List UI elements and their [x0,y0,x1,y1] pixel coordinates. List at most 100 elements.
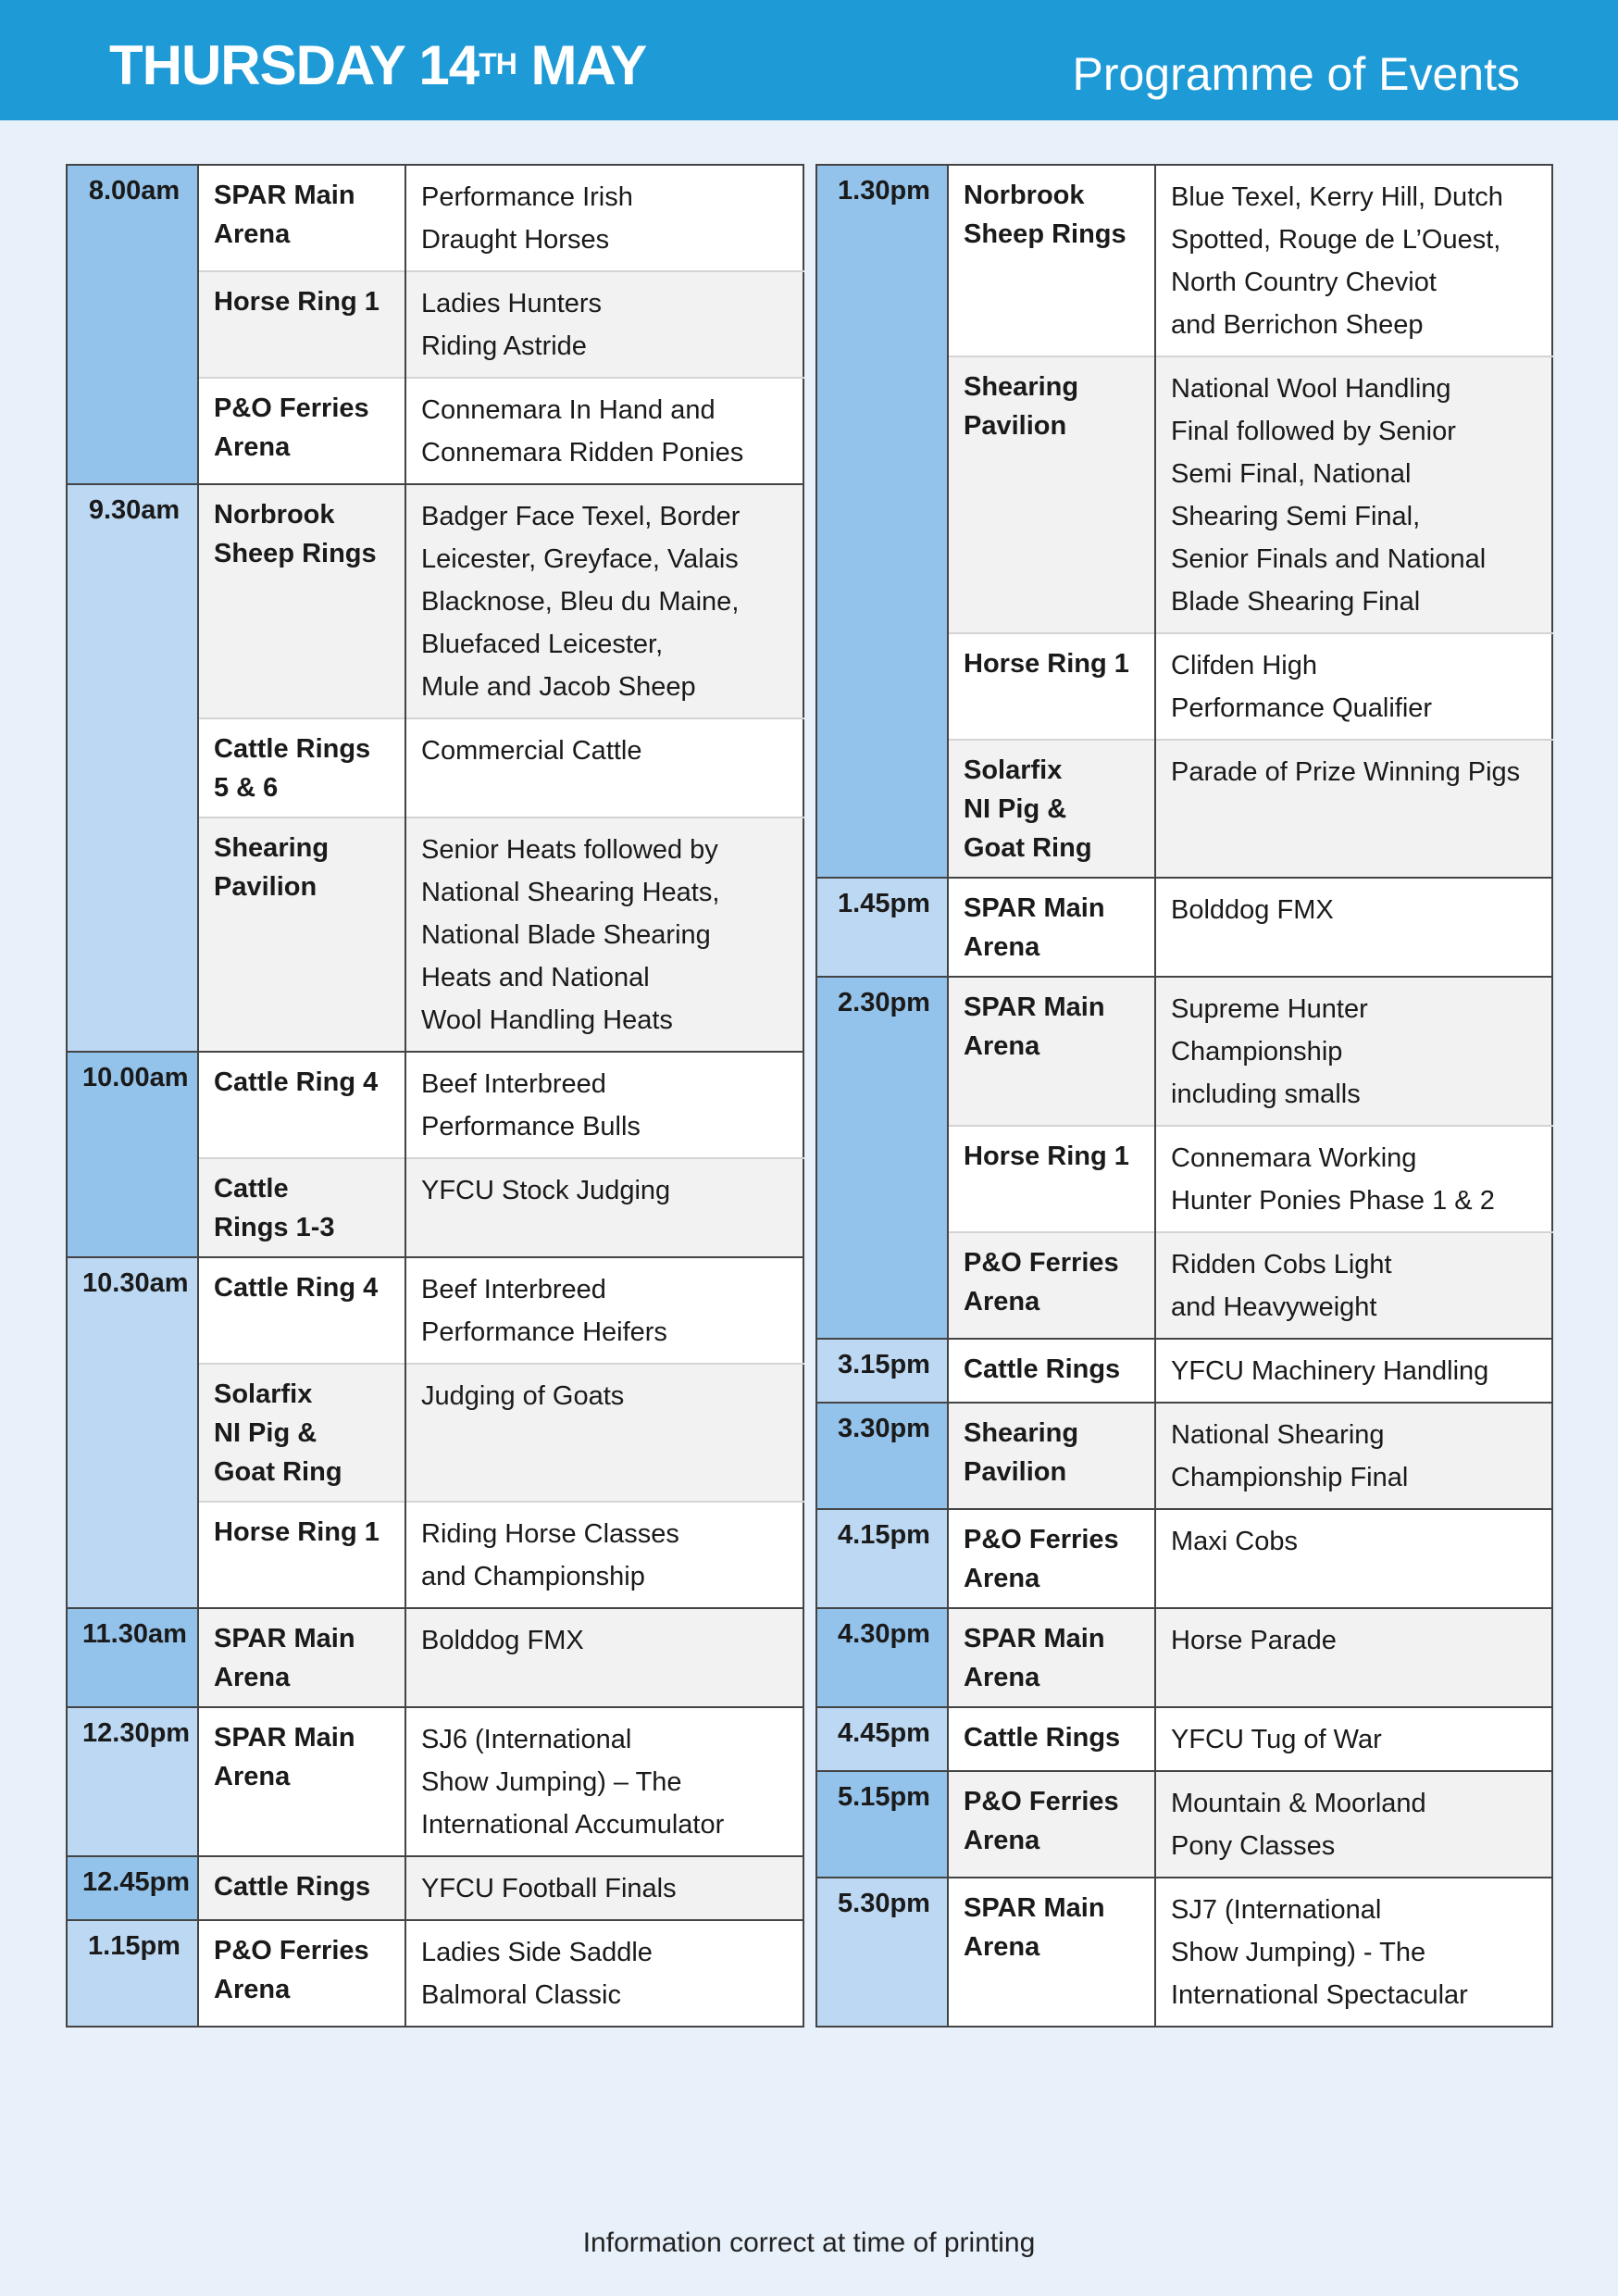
venue-cell: P&O Ferries Arena [948,1231,1156,1339]
venue-cell: P&O Ferries Arena [948,1508,1156,1608]
title-date: THURSDAY 14 [109,34,479,96]
time-cell: 11.30am [67,1607,199,1707]
event-cell: SJ7 (International Show Jumping) - The I… [1155,1877,1552,2027]
time-cell: 1.15pm [67,1919,199,2027]
schedule-row: Cattle Rings 1-3 YFCU Stock Judging [67,1157,803,1257]
event-cell: YFCU Football Finals [405,1855,803,1920]
venue-cell: SPAR Main Arena [948,877,1156,977]
venue-cell: Shearing Pavilion [198,817,406,1052]
schedule-row: 3.15pm Cattle Rings YFCU Machinery Handlin… [816,1338,1552,1403]
event-cell: National Wool Handling Final followed by… [1155,356,1552,633]
schedule-row: 1.15pm P&O Ferries Arena Ladies Side Saddl… [67,1919,803,2027]
venue-cell: Shearing Pavilion [948,356,1156,633]
venue-cell: Cattle Rings 5 & 6 [198,718,406,817]
schedule-row: 2.30pm SPAR Main Arena Supreme Hunter Cham… [816,976,1552,1339]
venue-cell: SPAR Main Arena [948,1877,1156,2027]
venue-cell: Cattle Rings [948,1706,1156,1771]
event-cell: YFCU Tug of War [1155,1706,1552,1771]
schedule-row: Shearing Pavilion Senior Heats followed b… [67,817,803,1052]
title-ordinal: TH [479,47,517,81]
schedule-row: 12.45pm Cattle Rings YFCU Football Finals [67,1855,803,1920]
schedule-row: 1.30pm Norbrook Sheep Rings Blue Texel, Ke… [816,164,1552,878]
page-header: THURSDAY 14TH MAY Programme of Events [0,0,1618,120]
schedule-row: Cattle Rings 5 & 6 Commercial Cattle [67,718,803,817]
event-cell: Badger Face Texel, Border Leicester, Gre… [405,483,803,718]
venue-cell: Solarfix NI Pig & Goat Ring [948,739,1156,878]
time-cell: 10.00am [67,1051,199,1257]
event-cell: Blue Texel, Kerry Hill, Dutch Spotted, R… [1155,164,1552,356]
time-cell: 3.15pm [816,1338,949,1403]
venue-cell: Cattle Ring 4 [198,1256,406,1364]
venue-cell: SPAR Main Arena [198,1607,406,1707]
venue-cell: Norbrook Sheep Rings [198,483,406,718]
venue-cell: SPAR Main Arena [948,1607,1156,1707]
event-cell: Maxi Cobs [1155,1508,1552,1608]
schedule-row: 10.30am Cattle Ring 4 Beef Interbreed Perf… [67,1256,803,1608]
title-month: MAY [516,34,647,96]
time-cell: 1.45pm [816,877,949,977]
event-cell: Horse Parade [1155,1607,1552,1707]
event-cell: Bolddog FMX [405,1607,803,1707]
event-cell: Commercial Cattle [405,718,803,817]
event-cell: Beef Interbreed Performance Heifers [405,1256,803,1364]
schedule-row: Horse Ring 1 Riding Horse Classes and Cha… [67,1501,803,1608]
schedule-row: 1.45pm SPAR Main Arena Bolddog FMX [816,877,1552,977]
time-cell: 2.30pm [816,976,949,1339]
schedule-row: 4.30pm SPAR Main Arena Horse Parade [816,1607,1552,1707]
event-cell: Ladies Side Saddle Balmoral Classic [405,1919,803,2027]
venue-cell: Solarfix NI Pig & Goat Ring [198,1363,406,1502]
schedule-row: 8.00am SPAR Main Arena Performance Irish D… [67,164,803,484]
time-cell: 4.30pm [816,1607,949,1707]
schedule-row: Horse Ring 1 Clifden High Performance Qua… [816,632,1552,740]
schedule-row: Solarfix NI Pig & Goat Ring Parade of Pri… [816,739,1552,878]
venue-cell: Shearing Pavilion [948,1402,1156,1509]
event-cell: Judging of Goats [405,1363,803,1502]
venue-cell: Horse Ring 1 [948,632,1156,740]
event-cell: Riding Horse Classes and Championship [405,1501,803,1608]
venue-cell: Cattle Rings [198,1855,406,1920]
event-cell: Connemara Working Hunter Ponies Phase 1 … [1155,1125,1552,1232]
event-cell: YFCU Machinery Handling [1155,1338,1552,1403]
event-cell: SJ6 (International Show Jumping) – The I… [405,1706,803,1856]
venue-cell: SPAR Main Arena [198,164,406,271]
event-cell: Parade of Prize Winning Pigs [1155,739,1552,878]
page-subtitle: Programme of Events [1072,48,1520,100]
time-cell: 3.30pm [816,1402,949,1509]
schedule-row: Shearing Pavilion National Wool Handling … [816,356,1552,633]
time-cell: 10.30am [67,1256,199,1608]
event-cell: Beef Interbreed Performance Bulls [405,1051,803,1158]
time-cell: 12.45pm [67,1855,199,1920]
event-cell: Connemara In Hand and Connemara Ridden P… [405,377,803,484]
schedule-row: 5.15pm P&O Ferries Arena Mountain & Moorla… [816,1770,1552,1878]
venue-cell: P&O Ferries Arena [198,1919,406,2027]
footer-note: Information correct at time of printing [582,2227,1036,2258]
venue-cell: SPAR Main Arena [198,1706,406,1856]
venue-cell: Horse Ring 1 [198,270,406,378]
schedule-table-right: 1.30pm Norbrook Sheep Rings Blue Texel, Ke… [815,164,1553,2028]
event-cell: Bolddog FMX [1155,877,1552,977]
schedule-row: P&O Ferries Arena Connemara In Hand and C… [67,377,803,484]
venue-cell: Cattle Rings [948,1338,1156,1403]
venue-cell: Cattle Rings 1-3 [198,1157,406,1257]
time-cell: 4.45pm [816,1706,949,1771]
time-cell: 9.30am [67,483,199,1052]
schedule-row: 4.15pm P&O Ferries Arena Maxi Cobs [816,1508,1552,1608]
schedule-row: Solarfix NI Pig & Goat Ring Judging of Go… [67,1363,803,1502]
venue-cell: Horse Ring 1 [948,1125,1156,1232]
schedule-table-left: 8.00am SPAR Main Arena Performance Irish D… [66,164,804,2028]
venue-cell: SPAR Main Arena [948,976,1156,1126]
page-title: THURSDAY 14TH MAY [109,33,647,98]
schedule-row: Horse Ring 1 Ladies Hunters Riding Astrid… [67,270,803,378]
schedule-row: Horse Ring 1 Connemara Working Hunter Pon… [816,1125,1552,1232]
time-cell: 12.30pm [67,1706,199,1856]
schedule-row: 11.30am SPAR Main Arena Bolddog FMX [67,1607,803,1707]
schedule-row: P&O Ferries Arena Ridden Cobs Light and H… [816,1231,1552,1339]
venue-cell: Norbrook Sheep Rings [948,164,1156,356]
venue-cell: Horse Ring 1 [198,1501,406,1608]
venue-cell: Cattle Ring 4 [198,1051,406,1158]
event-cell: Supreme Hunter Championship including sm… [1155,976,1552,1126]
time-cell: 5.15pm [816,1770,949,1878]
schedule-row: 5.30pm SPAR Main Arena SJ7 (International … [816,1877,1552,2027]
schedule-row: 10.00am Cattle Ring 4 Beef Interbreed Perf… [67,1051,803,1257]
time-cell: 8.00am [67,164,199,484]
